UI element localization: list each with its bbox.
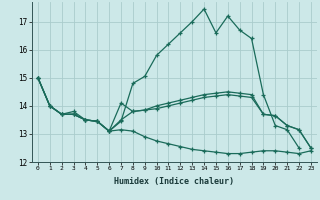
X-axis label: Humidex (Indice chaleur): Humidex (Indice chaleur) xyxy=(115,177,234,186)
